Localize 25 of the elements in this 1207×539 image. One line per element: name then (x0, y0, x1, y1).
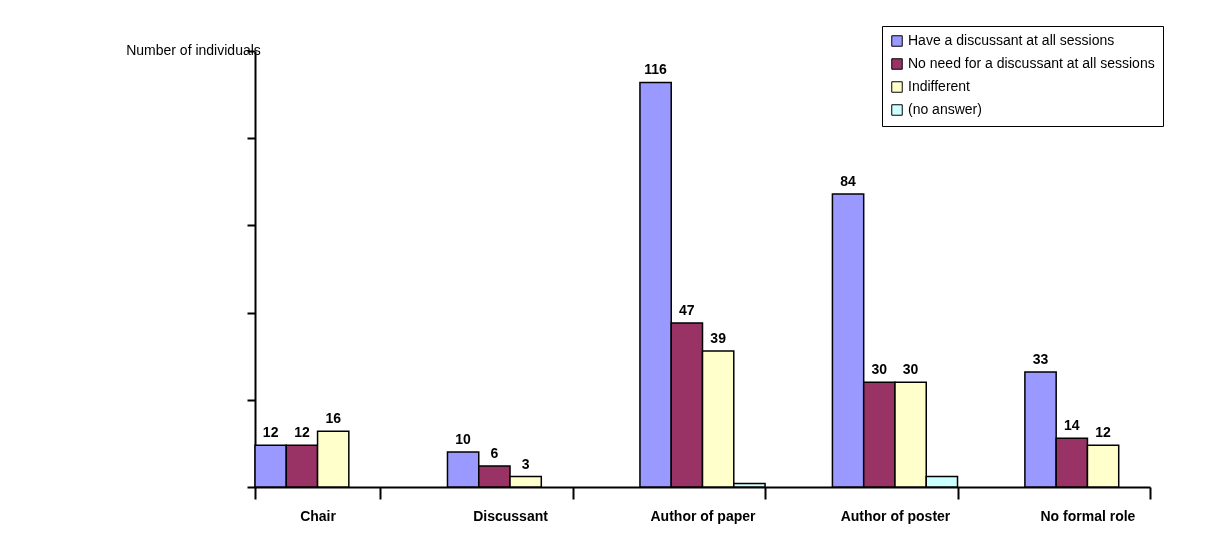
data-label: 6 (490, 445, 499, 462)
data-label: 116 (644, 61, 668, 78)
data-label: 84 (840, 173, 857, 190)
data-label: 3 (521, 455, 530, 472)
legend-label: Indifferent (908, 78, 971, 94)
legend-label: No need for a discussant at all sessions (908, 55, 1155, 71)
x-tick-label: Author of poster (840, 507, 951, 524)
data-label: 12 (294, 424, 310, 441)
data-label: 16 (325, 410, 342, 427)
x-tick-label: Chair (300, 507, 337, 524)
legend-label: Have a discussant at all sessions (908, 32, 1115, 48)
data-label: 30 (871, 361, 888, 378)
data-label: 30 (902, 361, 919, 378)
x-tick-label: No formal role (1040, 507, 1136, 524)
x-tick-label: Discussant (473, 507, 549, 524)
data-label: 12 (262, 424, 279, 441)
data-label: 39 (710, 329, 727, 346)
data-label: 47 (679, 302, 695, 319)
y-axis-title: Number of individuals (126, 41, 261, 58)
data-label: 14 (1064, 417, 1080, 434)
data-label: 10 (455, 431, 472, 448)
data-label: 12 (1095, 424, 1112, 441)
data-label: 33 (1032, 350, 1049, 367)
legend-label: (no answer) (908, 101, 982, 117)
x-tick-label: Author of paper (650, 507, 757, 524)
